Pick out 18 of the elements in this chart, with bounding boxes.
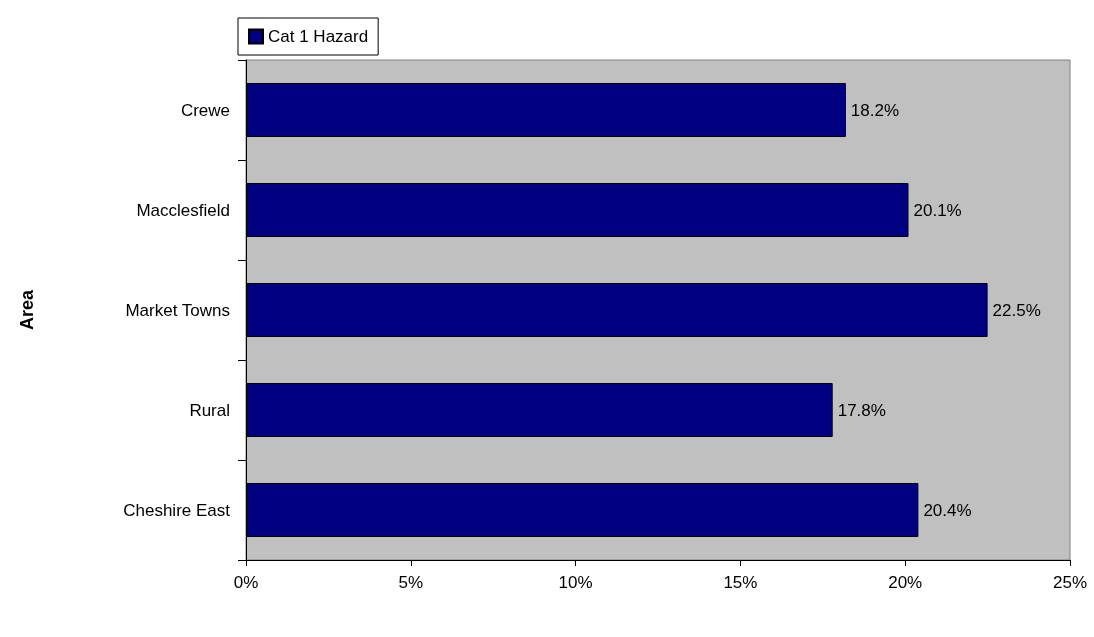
data-label: 20.1% bbox=[913, 200, 962, 220]
x-tick-label: 10% bbox=[558, 573, 593, 592]
y-axis-title: Area bbox=[17, 289, 37, 331]
x-tick-label: 25% bbox=[1052, 573, 1088, 592]
x-tick-label: 20% bbox=[888, 573, 923, 592]
legend-label: Cat 1 Hazard bbox=[268, 27, 369, 46]
data-label: 22.5% bbox=[992, 300, 1041, 320]
y-tick-label: Macclesfield bbox=[136, 200, 230, 220]
data-label: 18.2% bbox=[850, 100, 900, 120]
y-tick-label: Rural bbox=[189, 400, 230, 420]
y-tick-label: Cheshire East bbox=[123, 500, 231, 520]
y-tick-label: Crewe bbox=[180, 100, 230, 120]
data-label: 17.8% bbox=[837, 400, 886, 420]
data-label: 20.4% bbox=[923, 500, 972, 520]
y-tick-label: Market Towns bbox=[125, 300, 230, 320]
x-tick-label: 5% bbox=[398, 573, 424, 592]
x-tick-label: 15% bbox=[723, 573, 758, 592]
x-tick-label: 0% bbox=[233, 573, 259, 592]
